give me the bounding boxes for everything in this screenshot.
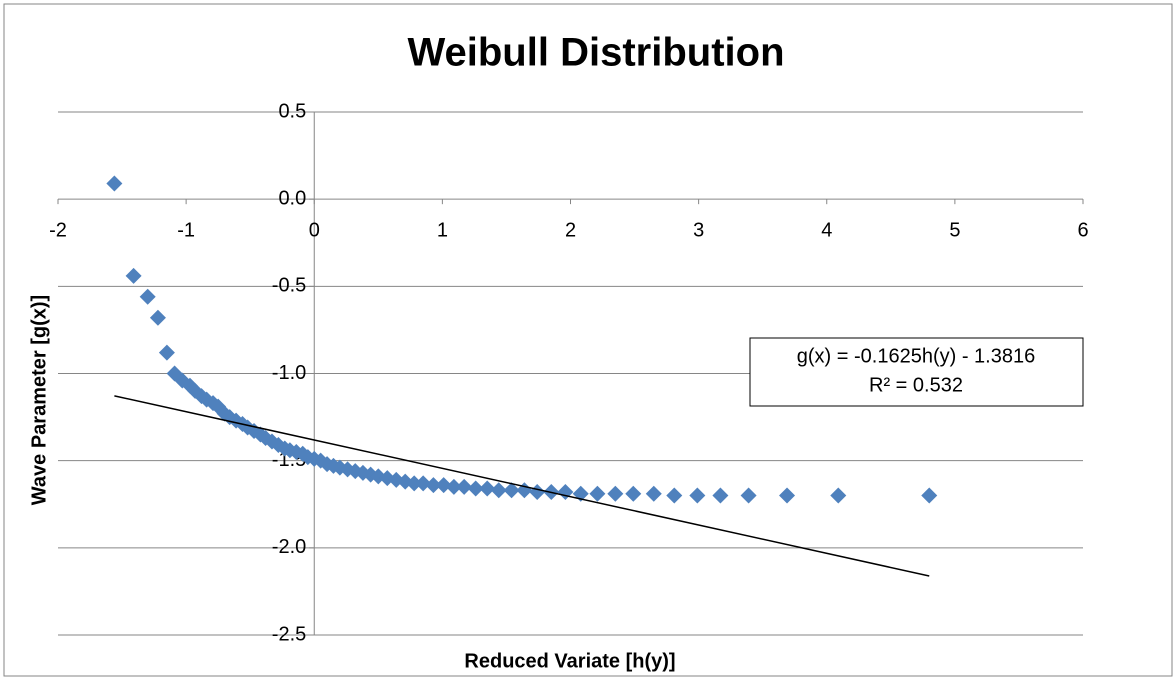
y-tick-label: -2.5 [272, 623, 306, 645]
x-tick-label: 4 [821, 219, 832, 241]
chart-title: Weibull Distribution [407, 31, 784, 75]
x-tick-label: 5 [949, 219, 960, 241]
marker [456, 478, 473, 495]
x-axis-title: Reduced Variate [h(y)] [464, 650, 675, 672]
marker [435, 477, 452, 494]
x-tick-label: -2 [49, 219, 67, 241]
marker [666, 487, 683, 504]
marker [740, 487, 757, 504]
equation-box [749, 337, 1084, 407]
y-tick-label: 0.5 [278, 100, 306, 122]
trendline [114, 395, 930, 577]
x-tick-label: -1 [177, 219, 195, 241]
marker [589, 485, 606, 502]
x-tick-label: 1 [437, 219, 448, 241]
x-tick-label: 2 [565, 219, 576, 241]
marker [149, 309, 166, 326]
y-axis-title: Wave Parameter [g(x)] [28, 295, 50, 505]
marker [467, 480, 484, 497]
marker [625, 485, 642, 502]
marker [503, 482, 520, 499]
x-tick-label: 3 [693, 219, 704, 241]
r-squared: R² = 0.532 [869, 374, 963, 396]
marker [106, 175, 123, 192]
marker [712, 487, 729, 504]
marker [779, 487, 796, 504]
y-tick-label: -2.0 [272, 536, 306, 558]
y-tick-label: -1.0 [272, 362, 306, 384]
y-tick-label: 0.0 [278, 187, 306, 209]
equation: g(x) = -0.1625h(y) - 1.3816 [797, 345, 1035, 367]
marker [645, 485, 662, 502]
y-tick-label: -0.5 [272, 275, 306, 297]
marker [445, 478, 462, 495]
marker [406, 475, 423, 492]
marker [425, 477, 442, 494]
marker [479, 480, 496, 497]
marker [158, 344, 175, 361]
marker [490, 482, 507, 499]
marker [139, 288, 156, 305]
marker [830, 487, 847, 504]
marker [125, 267, 142, 284]
x-tick-label: 6 [1077, 219, 1088, 241]
marker [415, 475, 432, 492]
marker [921, 487, 938, 504]
marker [689, 487, 706, 504]
marker [607, 485, 624, 502]
x-tick-label: 0 [309, 219, 320, 241]
